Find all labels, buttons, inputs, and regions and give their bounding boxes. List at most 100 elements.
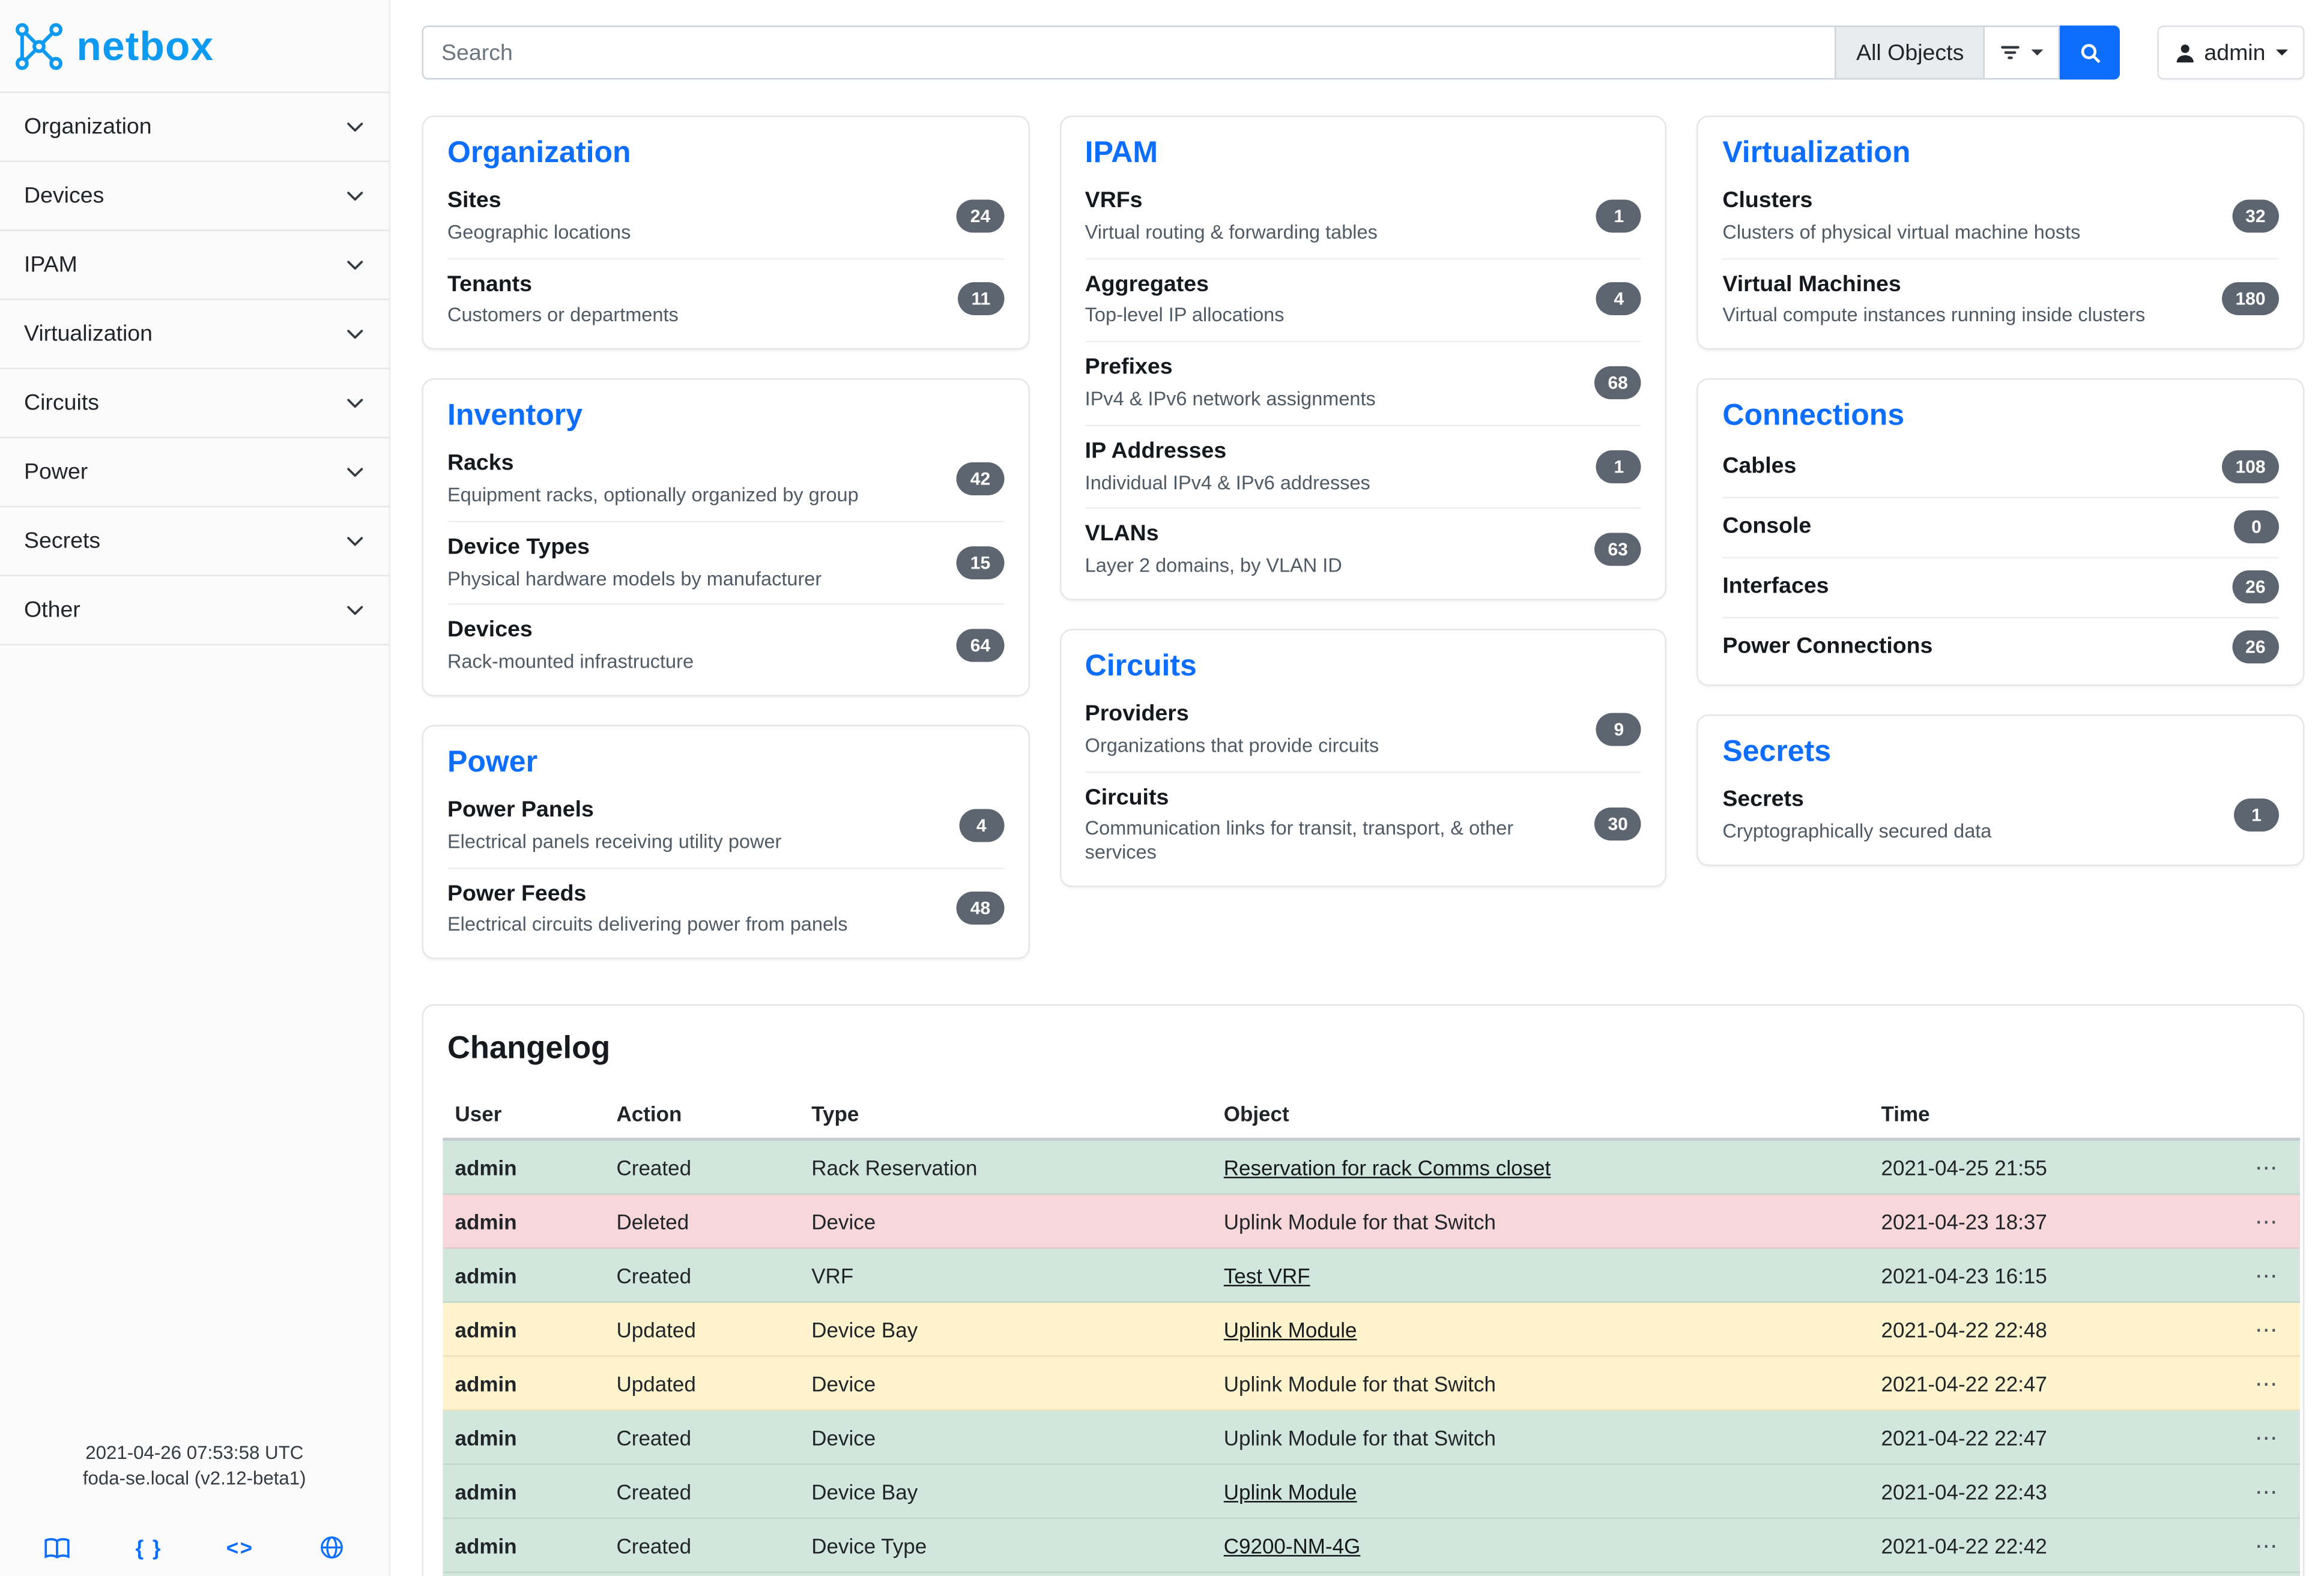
row-actions-ellipsis[interactable]: ⋯ (2222, 1356, 2300, 1411)
count-badge[interactable]: 108 (2221, 450, 2280, 484)
count-badge[interactable]: 11 (957, 283, 1004, 316)
card-item-link[interactable]: Aggregates (1085, 271, 1209, 297)
count-badge[interactable]: 180 (2221, 283, 2280, 316)
count-badge[interactable]: 1 (1596, 450, 1642, 483)
card-title[interactable]: Power (447, 746, 538, 779)
card-item-description: Equipment racks, optionally organized by… (447, 483, 859, 506)
row-actions-ellipsis[interactable]: ⋯ (2222, 1194, 2300, 1249)
card-item-link[interactable]: Secrets (1722, 786, 1804, 813)
sidebar-item-power[interactable]: Power (0, 438, 389, 507)
count-badge[interactable]: 48 (957, 892, 1004, 926)
count-badge[interactable]: 42 (957, 462, 1004, 496)
count-badge[interactable]: 0 (2234, 510, 2280, 544)
sidebar-item-organization[interactable]: Organization (0, 93, 389, 162)
card-item: Providers Organizations that provide circ… (1085, 689, 1642, 773)
card-item-link[interactable]: Interfaces (1722, 573, 1829, 599)
card-item-link[interactable]: Clusters (1722, 187, 1813, 214)
changelog-column-header: Type (799, 1090, 1212, 1141)
count-badge[interactable]: 30 (1594, 808, 1642, 841)
card-item-link[interactable]: Virtual Machines (1722, 271, 1901, 297)
card-item-link[interactable]: IP Addresses (1085, 438, 1227, 464)
card-item-link[interactable]: Power Feeds (447, 880, 587, 907)
changelog-object-link[interactable]: C9200-NM-4G (1223, 1533, 1361, 1558)
count-badge[interactable]: 26 (2232, 570, 2280, 604)
card-title[interactable]: Connections (1722, 399, 1905, 433)
count-badge[interactable]: 68 (1594, 366, 1642, 400)
card-item-link[interactable]: Power Connections (1722, 633, 1933, 659)
count-badge[interactable]: 15 (957, 546, 1004, 579)
card-item-link[interactable]: Sites (447, 187, 501, 214)
card-item-text: Power Feeds Electrical circuits deliverin… (447, 881, 848, 937)
changelog-action: Created (604, 1248, 800, 1303)
netbox-logo[interactable]: netbox (0, 0, 389, 92)
card-item-link[interactable]: Racks (447, 450, 514, 477)
sidebar-item-other[interactable]: Other (0, 576, 389, 645)
changelog-user: admin (443, 1194, 605, 1249)
card-item-link[interactable]: Tenants (447, 271, 533, 297)
row-actions-ellipsis[interactable]: ⋯ (2222, 1140, 2300, 1195)
card-title[interactable]: IPAM (1085, 136, 1158, 170)
card-item: Interfaces 26 (1722, 559, 2280, 619)
sidebar-item-secrets[interactable]: Secrets (0, 507, 389, 576)
card-item-link[interactable]: Devices (447, 617, 533, 644)
count-badge[interactable]: 9 (1596, 713, 1642, 746)
card-item-link[interactable]: Cables (1722, 453, 1797, 479)
count-badge[interactable]: 4 (1596, 283, 1642, 316)
count-badge[interactable]: 32 (2232, 199, 2280, 232)
changelog-object-link[interactable]: Uplink Module (1223, 1479, 1357, 1504)
card-item-link[interactable]: VRFs (1085, 187, 1143, 214)
changelog-object-cell: Uplink Module (1211, 1464, 1869, 1520)
sidebar-item-virtualization[interactable]: Virtualization (0, 300, 389, 369)
source-code-icon[interactable]: <> (226, 1535, 254, 1560)
row-actions-ellipsis[interactable]: ⋯ (2222, 1464, 2300, 1520)
changelog-action: Created (604, 1464, 800, 1520)
count-badge[interactable]: 24 (957, 199, 1004, 232)
changelog-object-link[interactable]: Test VRF (1223, 1263, 1310, 1288)
count-badge[interactable]: 63 (1594, 533, 1642, 567)
changelog-object-link[interactable]: Uplink Module (1223, 1317, 1357, 1342)
user-menu-button[interactable]: admin (2157, 25, 2305, 80)
changelog-object-link[interactable]: Reservation for rack Comms closet (1223, 1155, 1551, 1180)
card-item-link[interactable]: Circuits (1085, 784, 1169, 811)
row-actions-ellipsis[interactable]: ⋯ (2222, 1410, 2300, 1466)
sidebar-item-devices[interactable]: Devices (0, 162, 389, 231)
count-badge[interactable]: 4 (958, 809, 1004, 842)
card-item-text: Virtual Machines Virtual compute instance… (1722, 271, 2145, 328)
card-item-text: Prefixes IPv4 & IPv6 network assignments (1085, 355, 1376, 411)
card-item-link[interactable]: Prefixes (1085, 354, 1173, 381)
row-actions-ellipsis[interactable]: ⋯ (2222, 1518, 2300, 1574)
count-badge[interactable]: 1 (2234, 799, 2280, 832)
chevron-down-icon (345, 117, 365, 137)
docs-book-icon[interactable] (25, 1534, 91, 1561)
card-title[interactable]: Organization (447, 136, 631, 170)
count-badge[interactable]: 26 (2232, 630, 2280, 664)
changelog-action: Created (604, 1140, 800, 1195)
card-item: Secrets Cryptographically secured data 1 (1722, 775, 2280, 857)
card-title[interactable]: Inventory (447, 399, 583, 433)
sidebar-item-circuits[interactable]: Circuits (0, 369, 389, 438)
card-item-link[interactable]: VLANs (1085, 521, 1159, 548)
card-item-link[interactable]: Power Panels (447, 797, 594, 823)
search-submit-button[interactable] (2060, 25, 2120, 80)
count-badge[interactable]: 1 (1596, 199, 1642, 232)
card-title[interactable]: Virtualization (1722, 136, 1911, 170)
search-input[interactable] (422, 25, 1836, 80)
card-title[interactable]: Secrets (1722, 735, 1832, 769)
row-actions-ellipsis[interactable]: ⋯ (2222, 1572, 2300, 1576)
count-badge[interactable]: 64 (957, 629, 1004, 663)
row-actions-ellipsis[interactable]: ⋯ (2222, 1248, 2300, 1303)
card-column: Virtualization Clusters Clusters of physic… (1696, 115, 2305, 960)
card-item-link[interactable]: Providers (1085, 701, 1189, 727)
filter-dropdown-button[interactable] (1985, 25, 2060, 80)
card-item: Power Connections 26 (1722, 619, 2280, 678)
sidebar-item-ipam[interactable]: IPAM (0, 231, 389, 300)
community-globe-icon[interactable] (298, 1534, 365, 1561)
card-item-link[interactable]: Device Types (447, 534, 590, 560)
row-actions-ellipsis[interactable]: ⋯ (2222, 1302, 2300, 1357)
sidebar: netbox Organization Devices IPAM Virtualiza… (0, 0, 390, 1576)
object-type-button[interactable]: All Objects (1835, 25, 1985, 80)
api-braces-icon[interactable]: { } (135, 1535, 163, 1560)
changelog-row: admin Deleted Device Uplink Module for that… (443, 1194, 2300, 1249)
card-item-link[interactable]: Console (1722, 513, 1812, 539)
card-title[interactable]: Circuits (1085, 650, 1197, 683)
